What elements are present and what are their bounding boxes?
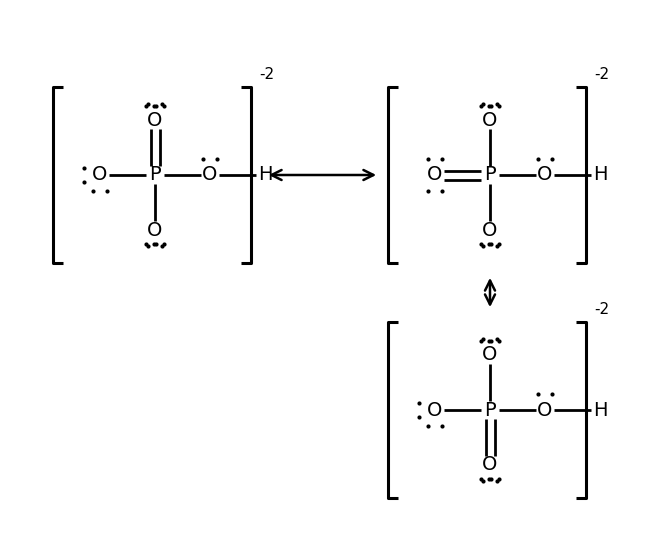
Text: O: O (537, 401, 552, 419)
Text: O: O (482, 110, 498, 130)
Text: O: O (537, 165, 552, 184)
Text: H: H (593, 401, 607, 419)
Text: O: O (482, 221, 498, 239)
Text: O: O (147, 221, 162, 239)
Text: H: H (258, 165, 272, 184)
Text: H: H (593, 165, 607, 184)
Text: O: O (92, 165, 108, 184)
Text: -2: -2 (259, 67, 274, 82)
Text: O: O (482, 456, 498, 474)
Text: P: P (484, 165, 496, 184)
Text: O: O (427, 401, 443, 419)
Text: -2: -2 (594, 67, 609, 82)
Text: O: O (203, 165, 218, 184)
Text: O: O (482, 345, 498, 365)
Text: O: O (427, 165, 443, 184)
Text: O: O (147, 110, 162, 130)
Text: -2: -2 (594, 302, 609, 317)
Text: P: P (149, 165, 161, 184)
Text: P: P (484, 401, 496, 419)
